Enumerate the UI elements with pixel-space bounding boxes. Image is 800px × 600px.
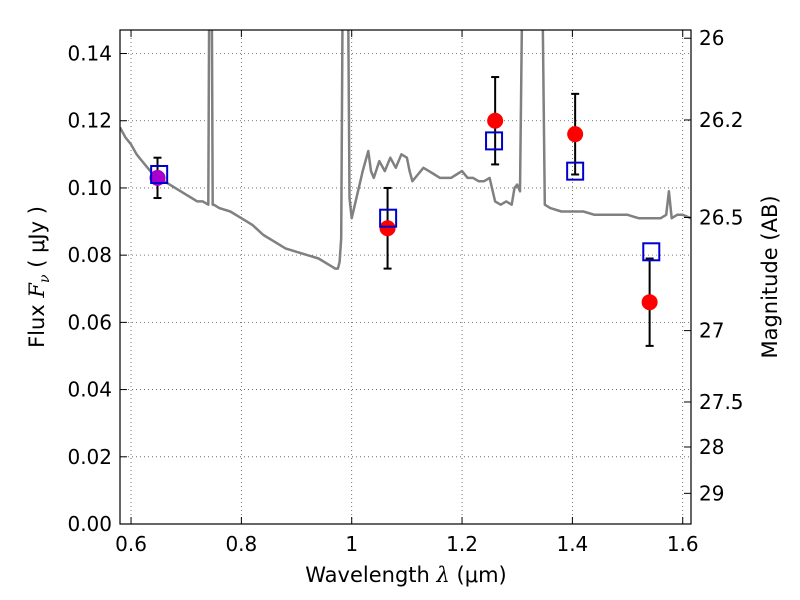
- y2-tick-label: 27.5: [699, 390, 744, 414]
- y2-tick-label: 26: [699, 26, 724, 50]
- plot-frame: [119, 29, 692, 525]
- observed-point: [641, 294, 658, 311]
- y2-axis-title: Magnitude (AB): [758, 195, 782, 358]
- y-tick-label: 0.10: [67, 176, 112, 200]
- y2-tick-label: 26.5: [699, 205, 744, 229]
- y2-tick-label: 29: [699, 481, 724, 505]
- model-point: [485, 131, 504, 151]
- x-tick-label: 0.8: [225, 532, 257, 556]
- plot-area: [120, 30, 691, 347]
- y-axis-title-unit: ( μJy ): [25, 206, 49, 268]
- model-spectrum-line: [120, 30, 691, 270]
- model-point: [642, 242, 661, 262]
- observed-point: [487, 112, 504, 129]
- y-tick-label: 0.02: [67, 445, 112, 469]
- model-point: [150, 165, 169, 185]
- x-axis-title-text: Wavelength: [305, 563, 430, 587]
- x-tick-label: 0.6: [115, 532, 147, 556]
- y-tick-label: 0.14: [67, 42, 112, 66]
- model-point: [379, 208, 398, 228]
- y-tick-label: 0.00: [67, 512, 112, 536]
- observed-point: [379, 220, 396, 237]
- x-axis-title-unit: (μm): [457, 563, 507, 587]
- model-point: [566, 161, 585, 181]
- y2-tick-label: 26.2: [699, 108, 744, 132]
- y-tick-label: 0.04: [67, 378, 112, 402]
- ticks: [120, 30, 691, 525]
- x-axis-title: Wavelength λ (μm): [305, 563, 506, 587]
- x-tick-label: 1.6: [667, 532, 699, 556]
- y-tick-label: 0.08: [67, 243, 112, 267]
- y-axis-title-text: Flux: [25, 304, 49, 348]
- y-tick-label: 0.12: [67, 109, 112, 133]
- y-axis-title-symbol: F: [25, 282, 49, 299]
- x-tick-label: 1.4: [556, 532, 588, 556]
- y-axis-title-subscript: ν: [37, 274, 53, 283]
- y2-tick-label: 27: [699, 319, 724, 343]
- observed-point: [149, 169, 166, 186]
- x-tick-label: 1.2: [446, 532, 478, 556]
- y2-tick-label: 28: [699, 435, 724, 459]
- y-axis-title: Flux Fν ( μJy ): [25, 206, 53, 348]
- x-tick-label: 1: [345, 532, 358, 556]
- y-tick-label: 0.06: [67, 310, 112, 334]
- observed-point: [567, 126, 584, 143]
- x-axis-title-symbol: λ: [436, 563, 450, 587]
